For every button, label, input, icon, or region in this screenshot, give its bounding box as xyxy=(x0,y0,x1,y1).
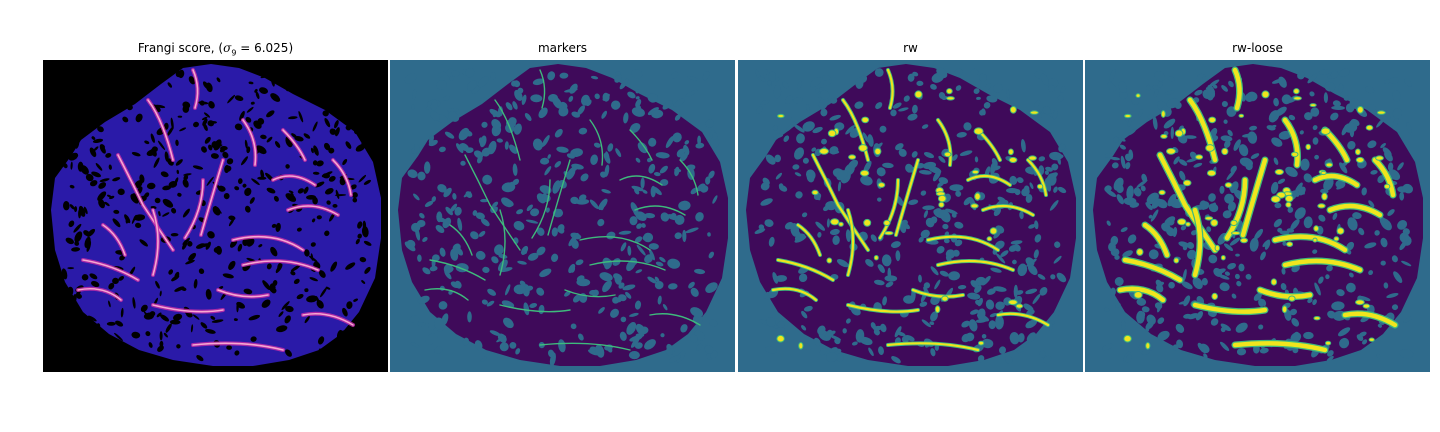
panel-rw: rw xyxy=(738,36,1083,372)
rw-image xyxy=(738,60,1083,372)
panel-frangi: Frangi score, (σ9 = 6.025) xyxy=(43,36,388,372)
frangi-score-image xyxy=(43,60,388,372)
panel-markers-title: markers xyxy=(537,41,588,55)
rw-loose-image xyxy=(1085,60,1430,372)
panel-rw-title: rw xyxy=(903,41,918,55)
markers-image xyxy=(390,60,735,372)
panel-frangi-title: Frangi score, (σ9 = 6.025) xyxy=(137,41,294,58)
panel-rw-loose: rw-loose xyxy=(1085,36,1430,372)
panel-markers: markers xyxy=(390,36,735,372)
panel-rw-loose-title: rw-loose xyxy=(1232,41,1283,55)
